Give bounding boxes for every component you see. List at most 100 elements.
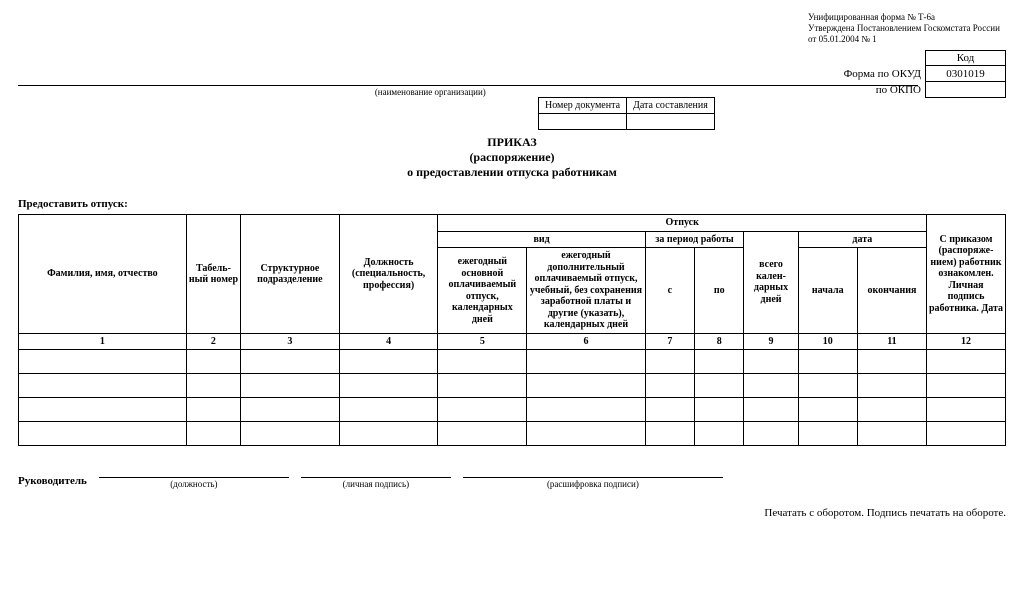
table-cell <box>186 398 240 422</box>
table-cell <box>695 398 744 422</box>
table-cell <box>926 374 1005 398</box>
org-name-line <box>18 72 918 86</box>
table-cell <box>857 398 926 422</box>
table-cell <box>645 422 694 446</box>
doc-number-table: Номер документа Дата составления <box>538 97 715 130</box>
table-cell <box>926 350 1005 374</box>
table-cell <box>645 350 694 374</box>
col-num: 3 <box>241 333 340 350</box>
table-cell <box>798 422 857 446</box>
table-cell <box>186 374 240 398</box>
title-3: о предоставлении отпуска работникам <box>18 165 1006 180</box>
meta-line-2: Утверждена Постановлением Госкомстата Ро… <box>808 23 1006 34</box>
col-total-days: всего кален- дарных дней <box>744 231 798 333</box>
col-num: 12 <box>926 333 1005 350</box>
table-cell <box>19 350 187 374</box>
table-cell <box>798 374 857 398</box>
table-cell <box>241 422 340 446</box>
table-cell <box>339 350 438 374</box>
table-cell <box>527 350 645 374</box>
table-cell <box>241 374 340 398</box>
table-cell <box>527 422 645 446</box>
col-additional: ежегодный дополнительный оплачиваемый от… <box>527 248 645 334</box>
doc-date-value <box>627 114 715 130</box>
table-cell <box>438 350 527 374</box>
sign-line-name <box>463 464 723 478</box>
table-cell <box>798 398 857 422</box>
doc-title: ПРИКАЗ (распоряжение) о предоставлении о… <box>18 135 1006 180</box>
table-cell <box>19 398 187 422</box>
main-table: Фамилия, имя, отчество Табель- ный номер… <box>18 214 1006 446</box>
table-cell <box>527 374 645 398</box>
table-cell <box>645 374 694 398</box>
footer-note: Печатать с оборотом. Подпись печатать на… <box>18 507 1006 519</box>
col-num: 8 <box>695 333 744 350</box>
table-cell <box>339 398 438 422</box>
table-cell <box>645 398 694 422</box>
sign-cap-3: (расшифровка подписи) <box>463 479 723 489</box>
table-cell <box>438 422 527 446</box>
okpo-label: по ОКПО <box>843 82 926 98</box>
table-cell <box>744 350 798 374</box>
col-struct: Структурное подразделение <box>241 215 340 334</box>
okpo-value <box>926 82 1006 98</box>
table-cell <box>695 350 744 374</box>
table-cell <box>339 422 438 446</box>
table-cell <box>438 398 527 422</box>
table-cell <box>798 350 857 374</box>
col-start: начала <box>798 248 857 334</box>
group-date: дата <box>798 231 926 248</box>
table-cell <box>857 422 926 446</box>
col-num: 7 <box>645 333 694 350</box>
col-num: 9 <box>744 333 798 350</box>
provide-label: Предоставить отпуск: <box>18 198 1006 210</box>
doc-num-label: Номер документа <box>539 98 627 114</box>
col-num: 1 <box>19 333 187 350</box>
col-position: Должность (специальность, профессия) <box>339 215 438 334</box>
table-cell <box>857 350 926 374</box>
doc-date-label: Дата составления <box>627 98 715 114</box>
title-2: (распоряжение) <box>18 150 1006 165</box>
col-to: по <box>695 248 744 334</box>
sign-cap-1: (должность) <box>99 479 289 489</box>
group-vid: вид <box>438 231 645 248</box>
col-num: 2 <box>186 333 240 350</box>
table-cell <box>527 398 645 422</box>
table-cell <box>695 422 744 446</box>
col-num: 10 <box>798 333 857 350</box>
okud-value: 0301019 <box>926 66 1006 82</box>
group-period: за период работы <box>645 231 744 248</box>
title-1: ПРИКАЗ <box>18 135 1006 150</box>
table-cell <box>19 422 187 446</box>
code-header: Код <box>926 51 1006 66</box>
col-fio: Фамилия, имя, отчество <box>19 215 187 334</box>
signature-row: Руководитель (должность) (личная подпись… <box>18 464 1006 489</box>
group-otpusk: Отпуск <box>438 215 927 232</box>
col-from: с <box>645 248 694 334</box>
table-cell <box>744 422 798 446</box>
table-cell <box>241 398 340 422</box>
col-end: окончания <box>857 248 926 334</box>
okud-label: Форма по ОКУД <box>843 66 926 82</box>
org-caption: (наименование организации) <box>18 87 918 97</box>
meta-line-3: от 05.01.2004 № 1 <box>808 34 1006 45</box>
sign-line-signature <box>301 464 451 478</box>
doc-num-value <box>539 114 627 130</box>
table-cell <box>339 374 438 398</box>
table-cell <box>926 422 1005 446</box>
col-num: 5 <box>438 333 527 350</box>
table-cell <box>695 374 744 398</box>
table-cell <box>186 422 240 446</box>
table-cell <box>438 374 527 398</box>
table-cell <box>926 398 1005 422</box>
col-num: 4 <box>339 333 438 350</box>
col-num: 11 <box>857 333 926 350</box>
sign-label: Руководитель <box>18 475 87 489</box>
table-cell <box>186 350 240 374</box>
col-sign: С приказом (распоряже- нием) работник оз… <box>926 215 1005 334</box>
sign-cap-2: (личная подпись) <box>301 479 451 489</box>
table-cell <box>744 398 798 422</box>
meta-line-1: Унифицированная форма № Т-6а <box>808 12 1006 23</box>
col-num: 6 <box>527 333 645 350</box>
sign-line-position <box>99 464 289 478</box>
